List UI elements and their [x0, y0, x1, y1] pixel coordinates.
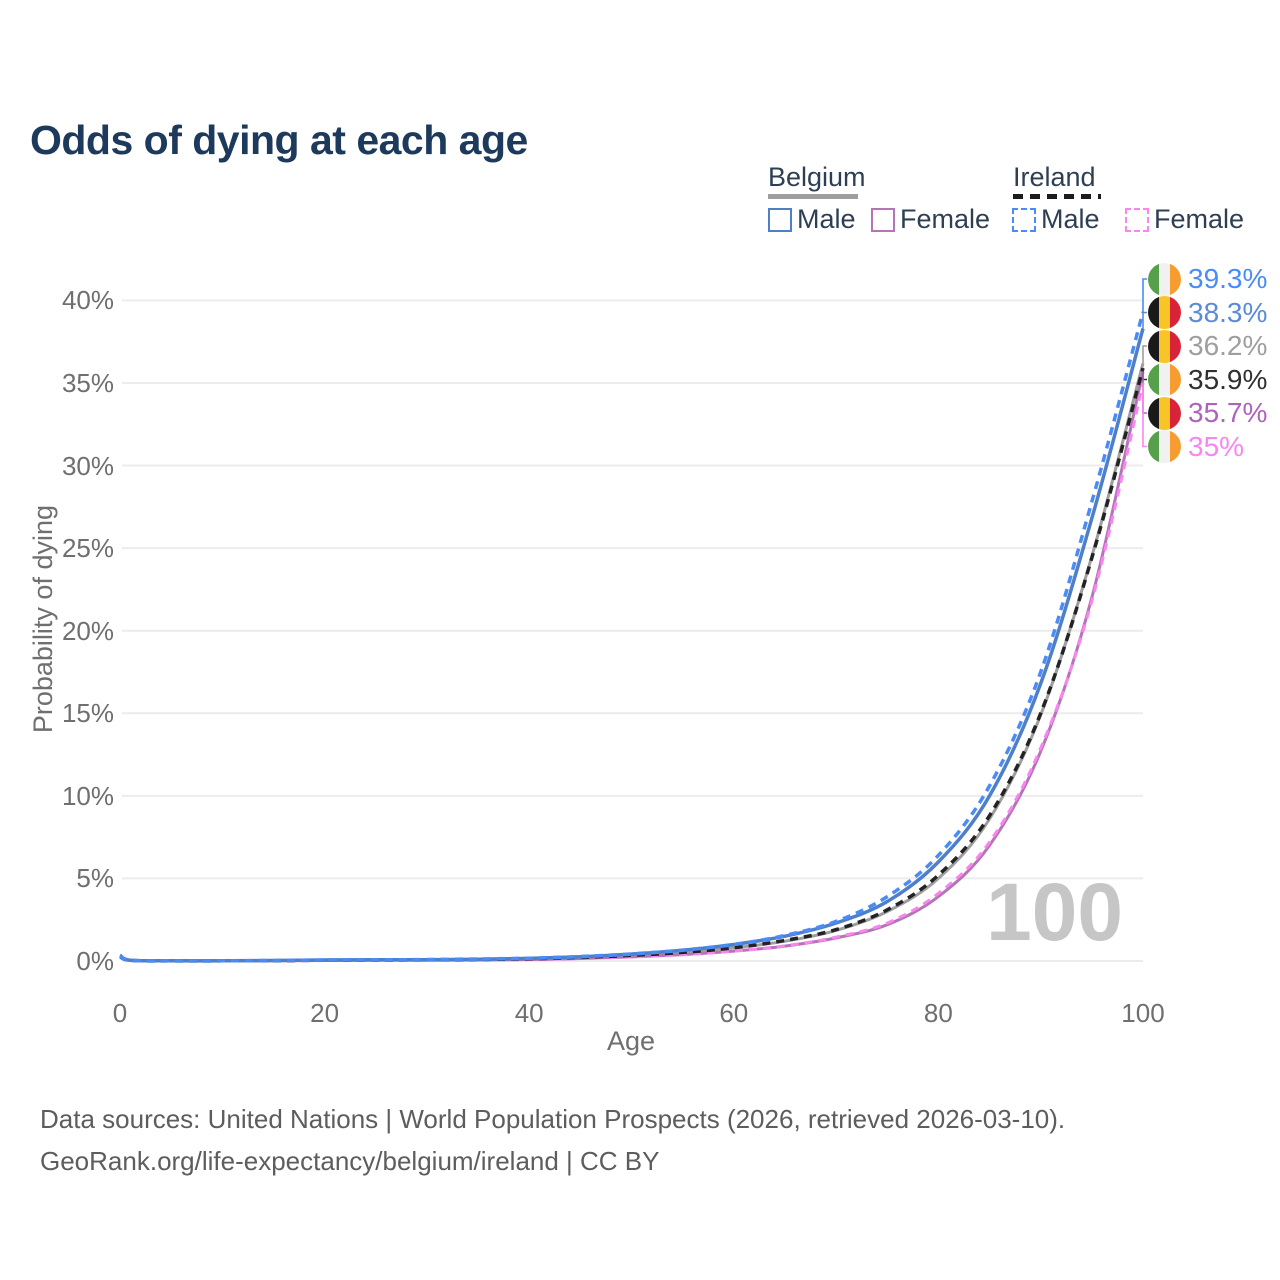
ireland-flag-icon	[1148, 430, 1181, 463]
end-label-value: 39.3%	[1188, 263, 1268, 294]
y-tick-label: 15%	[61, 698, 114, 729]
hover-age-watermark: 100	[986, 867, 1123, 958]
y-tick-label: 40%	[61, 285, 114, 316]
ireland-flag-icon	[1148, 262, 1181, 296]
belgium-flag-icon	[1148, 296, 1181, 329]
x-tick-label: 0	[112, 998, 128, 1028]
end-label-ireland-female: 35%	[1148, 430, 1244, 464]
legend-item-belgium-female[interactable]: Female	[871, 204, 990, 235]
ireland-female-swatch-icon	[1125, 207, 1149, 232]
data-sources-text: Data sources: United Nations | World Pop…	[40, 1104, 1066, 1134]
y-tick-label: 20%	[61, 615, 114, 646]
belgium-flag-icon	[1148, 329, 1181, 363]
leader-line	[1142, 278, 1147, 312]
y-tick-label: 35%	[61, 367, 114, 398]
y-tick-label: 25%	[61, 533, 114, 564]
legend-label: Male	[797, 204, 856, 234]
end-label-belgium-both-sexes: 36.2%	[1148, 329, 1267, 363]
legend-label: Male	[1041, 204, 1100, 234]
end-label-ireland-both-sexes: 35.9%	[1148, 363, 1267, 397]
legend-label: Female	[900, 204, 991, 234]
leader-line	[1142, 345, 1147, 364]
belgium-flag-icon	[1148, 396, 1181, 430]
ireland-flag-icon	[1148, 363, 1181, 396]
leader-line	[1142, 383, 1147, 448]
series-line-ireland-male	[119, 311, 1145, 963]
end-label-ireland-male: 39.3%	[1148, 262, 1267, 296]
end-label-value: 35.9%	[1188, 363, 1268, 395]
legend-item-belgium-male[interactable]: Male	[768, 204, 856, 235]
attribution-text: GeoRank.org/life-expectancy/belgium/irel…	[40, 1146, 660, 1176]
page-title: Odds of dying at each age	[30, 117, 528, 164]
end-label-value: 38.3%	[1188, 296, 1268, 328]
end-label-value: 36.2%	[1188, 330, 1268, 361]
end-label-value: 35.7%	[1188, 397, 1268, 428]
end-label-value: 35%	[1188, 430, 1245, 462]
ireland-dashed-line-sample	[1013, 194, 1101, 199]
legend-group-ireland: Ireland	[1013, 162, 1096, 192]
legend-item-ireland-male[interactable]: Male	[1012, 204, 1100, 235]
y-tick-label: 30%	[61, 450, 114, 481]
x-tick-label: 60	[719, 998, 749, 1028]
y-tick-label: 5%	[76, 863, 114, 894]
end-label-belgium-female: 35.7%	[1148, 396, 1267, 430]
legend-label: Female	[1154, 204, 1245, 234]
legend-group-belgium: Belgium	[768, 162, 866, 192]
x-tick-label: 80	[923, 998, 953, 1028]
x-axis-title: Age	[606, 1026, 656, 1056]
legend-item-ireland-female[interactable]: Female	[1125, 204, 1244, 235]
y-tick-label: 0%	[76, 946, 114, 976]
x-tick-label: 40	[514, 998, 544, 1028]
belgium-female-swatch-icon	[871, 207, 895, 232]
y-tick-label: 10%	[61, 780, 114, 811]
end-label-belgium-male: 38.3%	[1148, 296, 1267, 330]
x-tick-label: 100	[1121, 998, 1165, 1028]
belgium-male-swatch-icon	[768, 207, 792, 232]
belgium-solid-line-sample	[768, 194, 858, 199]
ireland-male-swatch-icon	[1012, 207, 1036, 232]
x-tick-label: 20	[310, 998, 340, 1028]
leader-line	[1142, 311, 1147, 329]
